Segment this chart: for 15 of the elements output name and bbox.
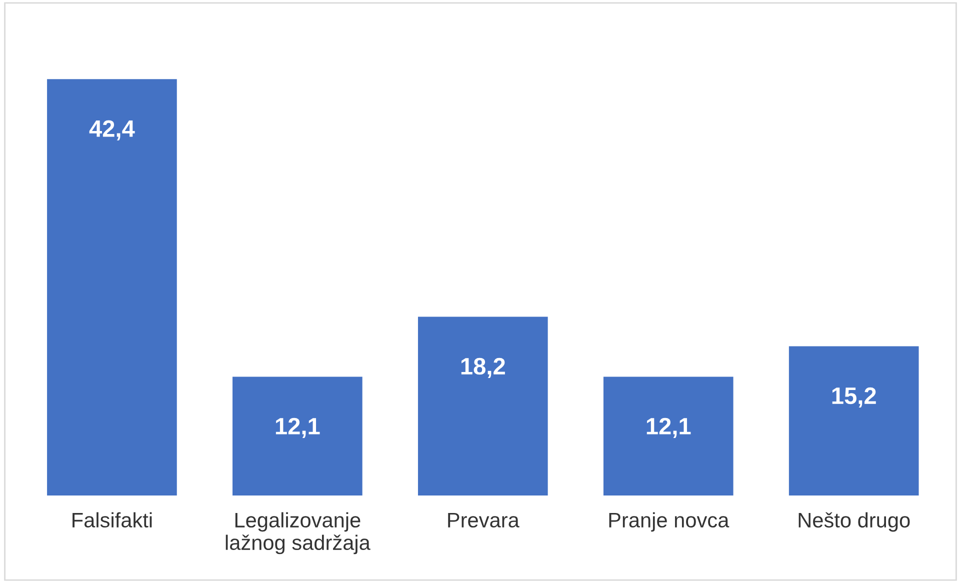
data-label: 12,1 bbox=[646, 418, 691, 438]
x-tick-label: Nešto drugo bbox=[798, 512, 910, 532]
data-label: 12,1 bbox=[276, 418, 320, 438]
bar bbox=[232, 376, 362, 496]
x-tick-label: Falsifakti bbox=[72, 512, 152, 528]
bar bbox=[47, 79, 177, 496]
bar bbox=[418, 316, 548, 496]
x-tick-label: Prevara bbox=[448, 512, 520, 528]
data-label: 15,2 bbox=[832, 387, 876, 408]
data-label: 18,2 bbox=[461, 358, 505, 378]
bar bbox=[603, 376, 734, 496]
x-tick-label: Legalizovanje lažnog sadržaja bbox=[226, 512, 370, 554]
data-label: 42,4 bbox=[89, 120, 135, 140]
x-tick-label: Pranje novca bbox=[609, 512, 730, 532]
bar bbox=[788, 346, 919, 496]
